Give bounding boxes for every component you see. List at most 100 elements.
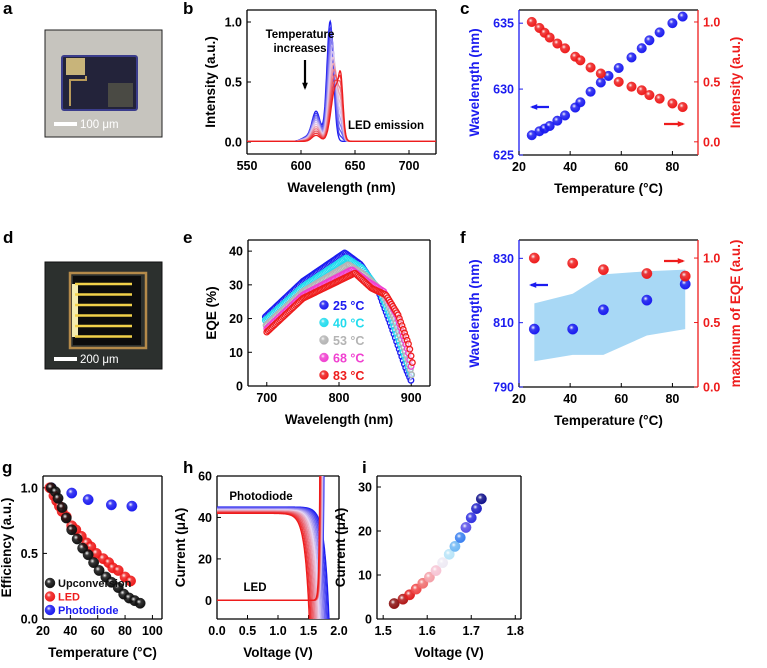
y-tick-label: 1.0	[21, 481, 38, 495]
x-tick-label: 20	[512, 160, 526, 174]
photodiode-iv-curve	[217, 512, 312, 619]
x-tick-label: 1.8	[507, 624, 524, 638]
efficiency-point	[82, 494, 94, 506]
y-tick-label: 30	[358, 481, 372, 495]
eqe-marker	[407, 352, 415, 360]
wavelength-point	[528, 323, 540, 335]
efficiency-point	[60, 512, 72, 524]
intensity-point	[636, 85, 647, 96]
y2-axis-label: Intensity (a.u.)	[728, 37, 743, 129]
plot-area	[247, 19, 436, 143]
y-tick-label: 635	[493, 17, 514, 31]
legend-marker	[319, 370, 329, 380]
photodiode-iv-curve	[217, 511, 315, 619]
eqe-max-point	[528, 252, 540, 264]
legend-label: 40 °C	[333, 317, 364, 331]
x-tick-label: 600	[291, 159, 312, 173]
x-axis-label: Voltage (V)	[414, 645, 484, 660]
led-trace	[69, 76, 87, 106]
y2-tick-label: 0.5	[703, 316, 720, 330]
intensity-point	[626, 81, 637, 92]
wavelength-point	[644, 35, 655, 46]
legend-item: Upconversion	[44, 577, 132, 590]
wavelength-point	[636, 43, 647, 54]
y-tick-label: 0.5	[225, 76, 242, 90]
scale-bar-label: 100 μm	[80, 119, 119, 131]
wavelength-point	[667, 18, 678, 29]
x-axis-label: Temperature (°C)	[554, 413, 663, 428]
x-tick-label: 40	[563, 160, 577, 174]
y-axis-label: Current (μA)	[173, 508, 188, 588]
y-tick-label: 625	[493, 149, 514, 163]
legend-item: 25 °C	[319, 299, 364, 313]
panel-f: f 20 40 60 80 790 810 830 0.0 0.5 1.0 Temperature (…	[460, 228, 743, 428]
iv-point	[443, 548, 455, 560]
plot-area	[261, 249, 416, 384]
y2-axis-label: maximum of EQE (a.u.)	[728, 240, 743, 388]
legend-item: LED	[44, 591, 80, 604]
panel-label: a	[3, 0, 13, 18]
legend-label: 53 °C	[333, 334, 364, 348]
efficiency-point	[56, 502, 68, 513]
iv-point	[424, 571, 435, 583]
y-tick-label: 40	[229, 245, 243, 259]
efficiency-point	[88, 557, 100, 568]
temperature-arrow-head	[302, 82, 308, 90]
legend-marker	[319, 300, 329, 310]
iv-point	[437, 557, 449, 569]
panel-d: d 200 μm	[3, 228, 163, 370]
y-tick-label: 20	[198, 552, 212, 566]
x-axis-label: Voltage (V)	[243, 645, 313, 660]
x-tick-label: 40	[63, 624, 77, 638]
x-tick-label: 900	[401, 391, 422, 405]
legend-label: Upconversion	[58, 578, 132, 590]
intensity-point	[560, 43, 571, 54]
legend-marker	[319, 352, 329, 363]
wavelength-point	[585, 86, 596, 97]
legend-item: 83 °C	[319, 369, 364, 383]
photodiode-iv-curve	[217, 512, 311, 619]
intensity-point	[613, 76, 624, 87]
panel-label: b	[183, 0, 193, 18]
efficiency-point	[52, 492, 64, 504]
legend-item: 68 °C	[319, 352, 364, 366]
x-tick-label: 1.7	[463, 624, 480, 638]
x-tick-label: 100	[142, 624, 163, 638]
eqe-marker	[407, 376, 415, 384]
eqe-marker	[408, 371, 416, 379]
spectrum-curve	[247, 70, 436, 143]
x-tick-label: 20	[512, 392, 526, 406]
y2-tick-label: 1.0	[703, 15, 720, 29]
wavelength-point	[560, 110, 571, 121]
left-axis-arrow-head	[530, 104, 538, 110]
annotation: LED	[244, 582, 267, 594]
x-tick-label: 60	[614, 160, 628, 174]
y-axis-label: Wavelength (nm)	[467, 259, 482, 367]
eqe-marker	[406, 345, 414, 353]
x-tick-label: 0.0	[208, 624, 225, 638]
panel-b: b 550 600 650 700 0.0 0.5 1.0 Wavelength (nm) Int…	[183, 0, 437, 195]
intensity-point	[667, 98, 678, 109]
pd-frame	[68, 271, 148, 350]
y-tick-label: 830	[493, 252, 514, 266]
x-tick-label: 60	[614, 392, 628, 406]
x-tick-label: 40	[563, 392, 577, 406]
legend-label: 68 °C	[333, 352, 364, 366]
x-tick-label: 80	[118, 624, 132, 638]
x-tick-label: 1.5	[374, 624, 391, 638]
y-axis-label: EQE (%)	[204, 286, 219, 339]
iv-point	[449, 541, 461, 552]
x-tick-label: 1.5	[300, 624, 317, 638]
x-axis-label: Temperature (°C)	[48, 645, 157, 660]
legend-label: Photodiode	[58, 605, 119, 617]
iv-point	[454, 532, 466, 543]
intensity-point	[526, 16, 537, 27]
x-tick-label: 1.6	[419, 624, 436, 638]
panel-label: g	[2, 458, 12, 477]
efficiency-point	[105, 499, 117, 511]
x-tick-label: 700	[399, 159, 420, 173]
x-axis-label: Wavelength (nm)	[285, 412, 393, 427]
annotation: LED emission	[348, 120, 424, 132]
y2-tick-label: 0.5	[703, 75, 720, 89]
